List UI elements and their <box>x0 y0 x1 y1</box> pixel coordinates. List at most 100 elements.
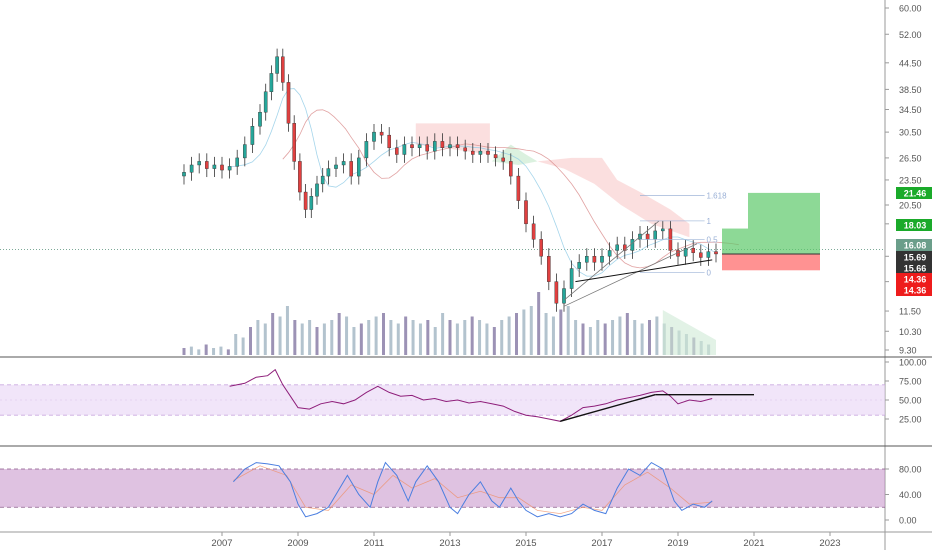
volume-bar <box>404 316 408 355</box>
candle-body <box>349 161 354 177</box>
volume-bar <box>337 313 341 355</box>
price-tag-label: 14.36 <box>904 275 927 285</box>
candle-body <box>309 196 314 210</box>
volume-bar <box>263 323 267 355</box>
stoch-tick-label: 0.00 <box>899 516 917 526</box>
ma-slow <box>282 109 739 269</box>
volume-bar <box>352 327 356 355</box>
price-tick-label: 30.50 <box>899 128 922 138</box>
candle-body <box>410 144 414 149</box>
stochastic-pane[interactable]: 80.00 40.00 0.00 <box>0 445 932 526</box>
candle-body <box>493 154 498 159</box>
candle-body <box>486 150 490 155</box>
volume-bar <box>485 323 489 355</box>
candle-body <box>554 281 559 304</box>
candle-body <box>315 183 319 197</box>
price-tick-label: 60.00 <box>899 4 922 14</box>
price-tag-label: 21.46 <box>904 189 927 199</box>
candle-body <box>440 141 445 149</box>
volume-bar <box>285 306 289 355</box>
channel-lower-line <box>563 243 698 307</box>
time-axis[interactable]: 2007 2009 2011 2013 2015 2017 2019 2021 2023 <box>0 531 932 549</box>
volume-bar <box>470 316 474 355</box>
candle-body <box>250 126 255 145</box>
volume-bar <box>455 323 459 355</box>
price-tick-label: 20.50 <box>899 201 922 211</box>
price-tick-label: 9.30 <box>899 346 917 356</box>
volume-bar <box>433 327 437 355</box>
candle-body <box>417 144 422 149</box>
candle-body <box>182 172 186 177</box>
candle-body <box>235 157 240 167</box>
volume-bar <box>226 349 230 355</box>
volume-bar <box>278 316 282 355</box>
candle-body <box>509 161 513 177</box>
candle-body <box>379 131 384 136</box>
price-tick-label: 38.50 <box>899 85 922 95</box>
volume-bar <box>359 323 363 355</box>
candle-body <box>547 256 551 282</box>
candle-body <box>661 228 665 232</box>
price-tag-bg <box>896 273 932 285</box>
support-trendline <box>575 259 713 283</box>
volume-bar <box>308 320 312 355</box>
rsi-band <box>0 384 885 416</box>
candle-body <box>303 191 308 210</box>
price-tag-label: 14.36 <box>904 286 927 296</box>
target-zone-inner <box>722 228 748 255</box>
candle-body <box>699 252 703 258</box>
stoch-tick-label: 80.00 <box>899 465 922 475</box>
candle-body <box>524 200 528 225</box>
moving-average-lines <box>229 88 739 277</box>
candle-body <box>298 161 302 193</box>
candle-body <box>463 147 468 152</box>
volume-bar <box>249 327 252 355</box>
price-tick-label: 52.00 <box>899 30 922 40</box>
fib-level-label: 1.618 <box>707 191 728 200</box>
rsi-trendline <box>560 394 656 422</box>
price-tag-label: 16.08 <box>904 241 927 251</box>
volume-bar <box>522 309 526 355</box>
rsi-pane[interactable]: 100.00 75.00 50.00 25.00 <box>0 356 932 425</box>
time-tick-label: 2017 <box>591 538 612 549</box>
candle-body <box>402 144 407 155</box>
price-tag-bg <box>896 219 932 231</box>
volume-bar <box>463 320 467 355</box>
time-tick-label: 2009 <box>287 538 308 549</box>
candle-body <box>471 150 475 155</box>
candle-body <box>539 239 543 257</box>
candle-body <box>357 157 361 177</box>
volume-bar <box>640 323 644 355</box>
candlesticks <box>182 48 718 312</box>
volume-bar <box>537 292 541 355</box>
volume-bar <box>418 323 422 355</box>
candle-body <box>212 164 217 169</box>
stop-zone <box>722 254 820 271</box>
volume-bar <box>625 313 629 355</box>
cloud-bearish <box>537 157 690 238</box>
price-tick-label: 44.50 <box>899 58 922 68</box>
volume-bar <box>441 313 445 355</box>
volume-bar <box>271 313 275 355</box>
volume-bar <box>648 320 651 355</box>
volume-bar <box>566 306 570 355</box>
volume-bar <box>426 320 430 355</box>
fib-level-label: 0.5 <box>707 235 719 244</box>
price-tag-label: 18.03 <box>904 221 927 231</box>
candle-body <box>569 268 574 289</box>
volume-bar <box>345 316 349 355</box>
price-tag-bg <box>896 187 932 199</box>
volume-bar <box>500 320 504 355</box>
candle-body <box>562 288 566 304</box>
price-tick-label: 34.50 <box>899 105 922 115</box>
price-tick-label: 11.50 <box>899 307 921 317</box>
stoch-band <box>0 469 885 508</box>
candle-body <box>592 256 597 263</box>
candle-body <box>600 256 604 263</box>
trend-drawings[interactable]: 1.618 1 0.5 0 <box>563 191 728 307</box>
long-position-tool[interactable] <box>722 192 820 271</box>
candle-body <box>433 141 437 152</box>
volume-bar <box>588 327 592 355</box>
time-tick-label: 2013 <box>439 538 460 549</box>
